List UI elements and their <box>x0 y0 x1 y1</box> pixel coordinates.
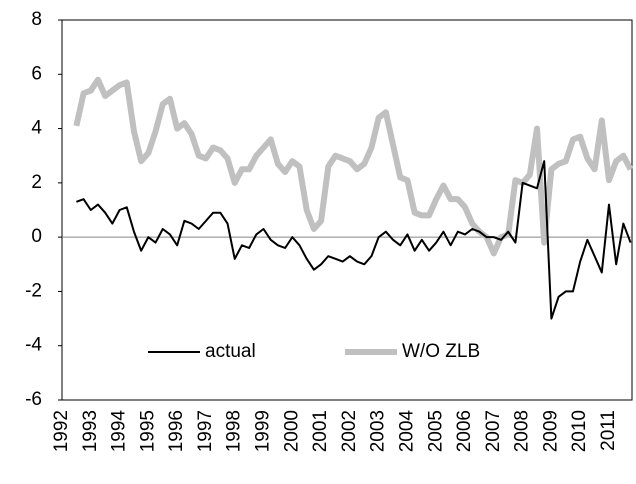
x-tick-label: 1995 <box>137 410 158 452</box>
x-tick-label: 2004 <box>396 410 417 453</box>
y-tick-label: 8 <box>31 9 42 30</box>
series-line <box>73 76 634 257</box>
x-tick-label: 1993 <box>80 410 101 452</box>
y-tick-label: -2 <box>25 280 42 301</box>
x-tick-label: 2005 <box>425 410 446 452</box>
y-tick-label: 4 <box>31 118 42 139</box>
x-tick-label: 1999 <box>253 410 274 452</box>
x-tick-label: 2006 <box>454 410 475 452</box>
legend-label: W/O ZLB <box>402 341 480 362</box>
x-tick-label: 2007 <box>483 410 504 452</box>
y-tick-label: 2 <box>31 172 42 193</box>
x-tick-label: 1998 <box>224 410 245 452</box>
x-tick-label: 1997 <box>195 410 216 452</box>
x-tick-label: 1996 <box>166 410 187 452</box>
y-tick-label: 0 <box>31 226 42 247</box>
x-tick-label: 2001 <box>310 410 331 452</box>
x-tick-label: 2000 <box>281 410 302 452</box>
x-tick-label: 2003 <box>368 410 389 452</box>
x-tick-label: 2002 <box>339 410 360 452</box>
plot-area <box>61 19 633 401</box>
x-tick-label: 2010 <box>569 410 590 452</box>
x-tick-label: 2009 <box>540 410 561 452</box>
y-tick-label: -4 <box>25 335 42 356</box>
x-tick-label: 1992 <box>51 410 72 452</box>
x-tick-label: 2008 <box>512 410 533 452</box>
x-tick-label: 2011 <box>598 410 619 451</box>
y-tick-label: 6 <box>31 63 42 84</box>
x-tick-label: 1994 <box>109 410 130 453</box>
legend-label: actual <box>205 341 256 362</box>
y-tick-label: -6 <box>25 389 42 410</box>
series-line <box>76 160 632 320</box>
